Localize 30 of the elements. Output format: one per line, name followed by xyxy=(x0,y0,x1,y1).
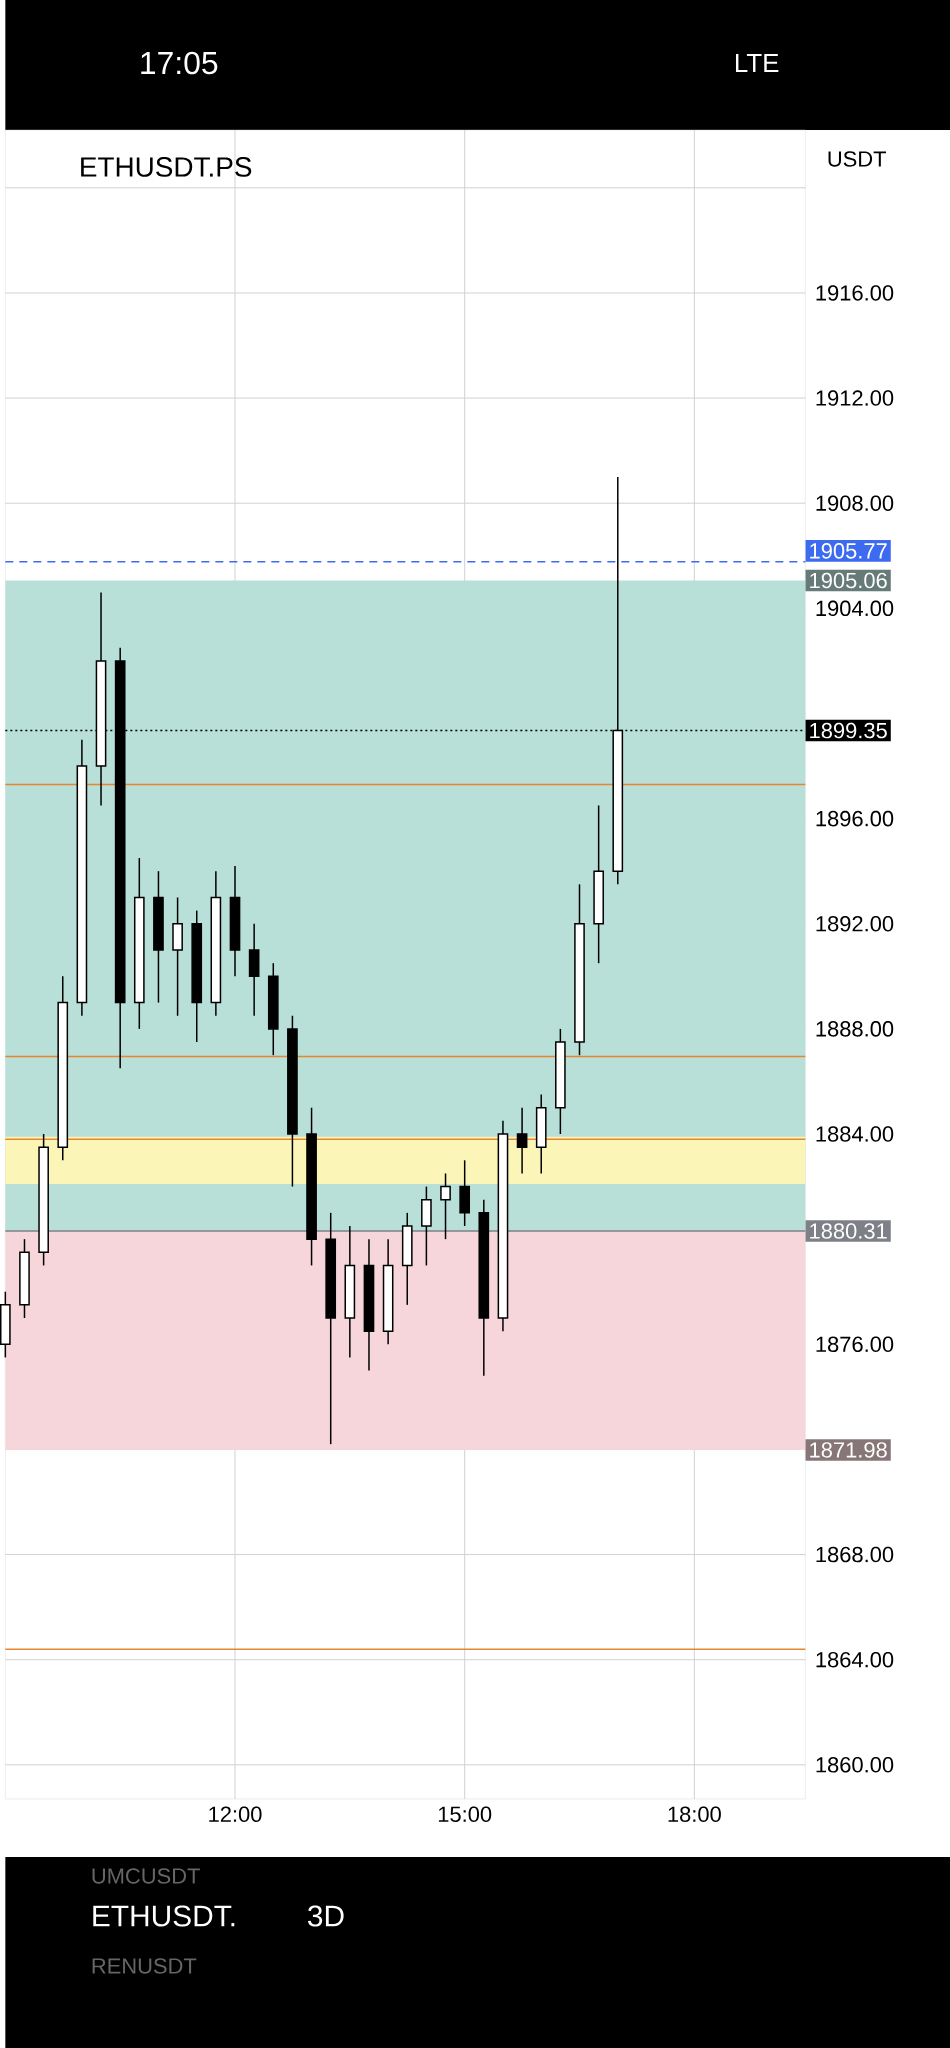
text: LTE xyxy=(735,54,779,72)
y-tick-label: 1884.00 xyxy=(816,1126,894,1142)
y-tick-label: 1896.00 xyxy=(816,810,894,827)
x-tick-label: 12:00 xyxy=(209,1806,262,1823)
y-tick-label: 1876.00 xyxy=(816,1336,894,1353)
y-tick-label: 1864.00 xyxy=(816,1651,894,1668)
text: 17:05 xyxy=(141,51,218,75)
text: USDT xyxy=(828,151,886,167)
y-tick-label: 1916.00 xyxy=(816,285,894,301)
band-label: 1871.98 xyxy=(810,1442,887,1458)
y-tick-label: 1888.00 xyxy=(816,1021,894,1037)
y-tick-label: 1912.00 xyxy=(816,390,894,406)
ref-line-label: 1905.77 xyxy=(810,543,887,559)
x-tick-label: 18:00 xyxy=(668,1806,721,1823)
y-tick-label: 1860.00 xyxy=(816,1757,894,1773)
text: RENUSDT xyxy=(92,1958,197,1974)
y-tick-label: 1868.00 xyxy=(816,1546,894,1563)
text: ETHUSDT.PS xyxy=(80,157,252,177)
y-tick-label: 1908.00 xyxy=(816,495,894,511)
text: 3D xyxy=(307,1905,344,1927)
y-tick-label: 1892.00 xyxy=(816,915,894,932)
ref-line-label: 1899.35 xyxy=(810,722,887,739)
x-tick-label: 15:00 xyxy=(438,1806,492,1823)
candlestick xyxy=(440,1172,451,1240)
candlestick xyxy=(516,1106,528,1175)
text: UMCUSDT xyxy=(92,1868,200,1884)
text: ETHUSDT. xyxy=(93,1905,235,1927)
y-tick-label: 1904.00 xyxy=(816,600,894,617)
ref-line-label: 1880.31 xyxy=(810,1223,887,1239)
band-label: 1905.06 xyxy=(810,572,887,589)
